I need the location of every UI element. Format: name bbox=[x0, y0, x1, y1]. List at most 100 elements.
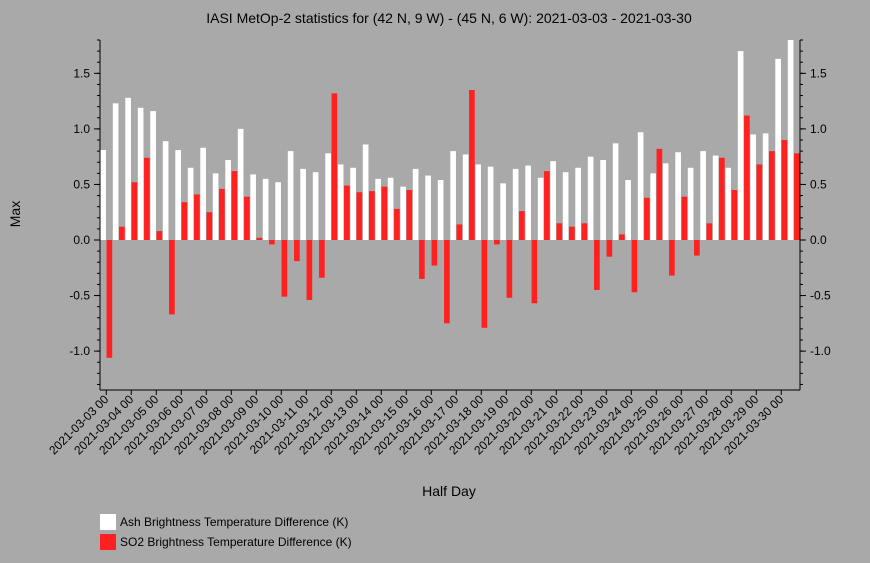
so2-bar bbox=[406, 190, 413, 240]
so2-bar bbox=[331, 93, 338, 240]
ash-bar bbox=[112, 103, 119, 240]
ash-bar bbox=[337, 164, 344, 240]
y-tick-label-left: -0.5 bbox=[69, 289, 90, 303]
legend-item-ash: Ash Brightness Temperature Difference (K… bbox=[100, 512, 352, 532]
ash-bar bbox=[587, 156, 594, 240]
legend-swatch-so2 bbox=[100, 534, 116, 550]
ash-bar bbox=[137, 107, 144, 240]
so2-bar bbox=[244, 196, 250, 240]
ash-bar bbox=[737, 51, 744, 240]
so2-bar bbox=[444, 240, 450, 324]
chart-title: IASI MetOp-2 statistics for (42 N, 9 W) … bbox=[206, 10, 692, 26]
ash-bar bbox=[600, 160, 606, 240]
ash-bar bbox=[575, 167, 581, 240]
so2-bar bbox=[131, 182, 138, 240]
legend: Ash Brightness Temperature Difference (K… bbox=[100, 512, 352, 552]
ash-bar bbox=[725, 167, 731, 240]
so2-bar bbox=[669, 240, 675, 276]
so2-bar bbox=[481, 240, 488, 328]
so2-bar bbox=[606, 240, 613, 257]
ash-bar bbox=[150, 111, 156, 240]
legend-swatch-ash bbox=[100, 514, 116, 530]
so2-bar bbox=[119, 226, 125, 240]
ash-bar bbox=[187, 167, 194, 240]
so2-bar bbox=[556, 223, 563, 240]
so2-bar bbox=[756, 164, 763, 240]
y-tick-label-left: 1.5 bbox=[73, 66, 90, 80]
ash-bar bbox=[237, 128, 244, 240]
so2-bar bbox=[281, 240, 288, 297]
so2-bar bbox=[794, 153, 800, 240]
y-tick-label-right: -0.5 bbox=[810, 289, 831, 303]
so2-bar bbox=[169, 240, 175, 315]
ash-bar bbox=[437, 180, 444, 240]
x-axis-label: Half Day bbox=[422, 483, 476, 499]
ash-bar bbox=[637, 132, 644, 240]
ash-bar bbox=[212, 173, 219, 240]
ash-bar bbox=[750, 134, 756, 240]
so2-bar bbox=[619, 234, 625, 240]
so2-bar bbox=[419, 240, 425, 279]
ash-bar bbox=[537, 177, 544, 240]
y-tick-label-left: 0.0 bbox=[73, 233, 90, 247]
ash-bar bbox=[312, 172, 319, 240]
ash-bar bbox=[787, 40, 794, 240]
ash-bar bbox=[250, 174, 256, 240]
ash-bar bbox=[487, 166, 494, 240]
so2-bar bbox=[581, 223, 588, 240]
legend-label-so2: SO2 Brightness Temperature Difference (K… bbox=[120, 535, 352, 549]
so2-bar bbox=[719, 157, 725, 240]
so2-bar bbox=[181, 202, 188, 240]
so2-bar bbox=[356, 192, 363, 240]
y-tick-label-right: -1.0 bbox=[810, 344, 831, 358]
so2-bar bbox=[431, 240, 438, 266]
ash-bar bbox=[412, 168, 419, 240]
so2-bar bbox=[344, 185, 350, 240]
legend-label-ash: Ash Brightness Temperature Difference (K… bbox=[120, 515, 349, 529]
so2-bar bbox=[456, 224, 463, 240]
so2-bar bbox=[394, 208, 400, 240]
ash-bar bbox=[375, 178, 381, 240]
so2-bar bbox=[631, 240, 638, 293]
y-tick-label-left: -1.0 bbox=[69, 344, 90, 358]
so2-bar bbox=[694, 240, 700, 256]
so2-bar bbox=[531, 240, 538, 304]
y-tick-label-left: 1.0 bbox=[73, 122, 90, 136]
ash-bar bbox=[462, 154, 469, 240]
so2-bar bbox=[644, 197, 650, 240]
ash-bar bbox=[262, 178, 269, 240]
so2-bar bbox=[781, 140, 788, 240]
y-axis-label: Max bbox=[7, 201, 23, 227]
ash-bar bbox=[400, 186, 406, 240]
ash-bar bbox=[362, 144, 369, 240]
ash-bar bbox=[662, 163, 669, 240]
so2-bar bbox=[194, 194, 200, 240]
so2-bar bbox=[494, 240, 500, 245]
so2-bar bbox=[469, 90, 475, 240]
y-tick-label-right: 0.0 bbox=[810, 233, 827, 247]
ash-bar bbox=[512, 168, 519, 240]
ash-bar bbox=[175, 150, 181, 240]
ash-bar bbox=[762, 133, 769, 240]
legend-item-so2: SO2 Brightness Temperature Difference (K… bbox=[100, 532, 352, 552]
ash-bar bbox=[450, 151, 456, 240]
ash-bar bbox=[712, 155, 719, 240]
so2-bar bbox=[769, 151, 775, 240]
so2-bar bbox=[569, 226, 575, 240]
so2-bar bbox=[681, 196, 688, 240]
ash-bar bbox=[300, 168, 306, 240]
so2-bar bbox=[294, 240, 300, 262]
so2-bar bbox=[731, 190, 738, 240]
bars-group bbox=[100, 40, 800, 358]
ash-bar bbox=[287, 151, 294, 240]
so2-bar bbox=[744, 115, 750, 240]
y-tick-label-right: 0.5 bbox=[810, 177, 827, 191]
y-tick-label-right: 1.5 bbox=[810, 66, 827, 80]
ash-bar bbox=[325, 153, 331, 240]
so2-bar bbox=[256, 237, 263, 240]
ash-bar bbox=[350, 167, 356, 240]
ash-bar bbox=[562, 172, 569, 240]
so2-bar bbox=[106, 240, 113, 358]
so2-bar bbox=[231, 171, 238, 240]
